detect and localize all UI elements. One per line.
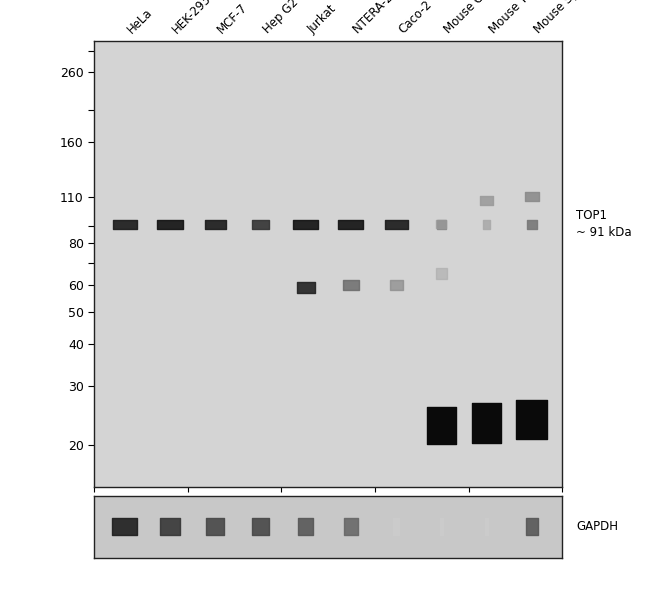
- Text: GAPDH: GAPDH: [577, 520, 618, 533]
- Text: TOP1
~ 91 kDa: TOP1 ~ 91 kDa: [577, 209, 632, 240]
